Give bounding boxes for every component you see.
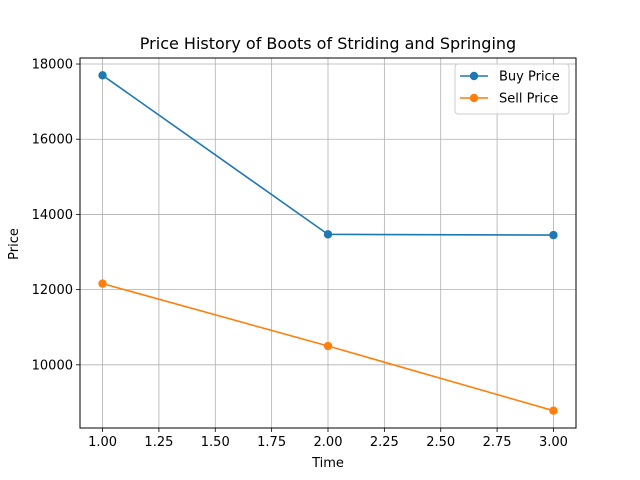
legend-swatch-marker xyxy=(469,71,479,81)
y-tick-label: 18000 xyxy=(32,58,73,73)
legend: Buy Price Sell Price xyxy=(454,63,570,115)
y-tick-label: 10000 xyxy=(32,358,73,373)
x-tick-label: 3.00 xyxy=(539,435,568,450)
series-2-point xyxy=(323,341,333,351)
legend-label: Sell Price xyxy=(499,92,558,107)
x-tick-label: 1.75 xyxy=(257,435,286,450)
x-tick-label: 2.75 xyxy=(483,435,512,450)
legend-swatch-marker xyxy=(469,93,479,103)
y-axis-ticks: 10000 12000 14000 16000 18000 xyxy=(32,58,80,373)
chart-title: Price History of Boots of Striding and S… xyxy=(140,34,516,53)
y-axis-title: Price xyxy=(7,228,22,260)
series-1-point xyxy=(323,230,333,239)
y-tick-label: 14000 xyxy=(32,208,73,223)
x-axis-title: Time xyxy=(311,456,344,471)
series-2-point xyxy=(549,406,558,415)
x-axis-ticks: 1.00 1.25 1.50 1.75 2.00 2.25 2.50 2.75 3.00 xyxy=(88,428,568,450)
x-tick-label: 2.25 xyxy=(370,435,399,450)
series-layer xyxy=(98,71,558,415)
legend-label: Buy Price xyxy=(499,70,560,85)
y-tick-label: 12000 xyxy=(32,283,73,298)
x-tick-label: 2.00 xyxy=(314,435,343,450)
series-1-point xyxy=(549,230,558,240)
x-tick-label: 1.00 xyxy=(88,435,117,450)
x-tick-label: 1.50 xyxy=(201,435,230,450)
series-1-point xyxy=(98,71,107,80)
x-tick-label: 2.50 xyxy=(426,435,455,450)
y-tick-label: 16000 xyxy=(32,133,73,148)
x-tick-label: 1.25 xyxy=(144,435,173,450)
series-2-point xyxy=(98,279,107,288)
